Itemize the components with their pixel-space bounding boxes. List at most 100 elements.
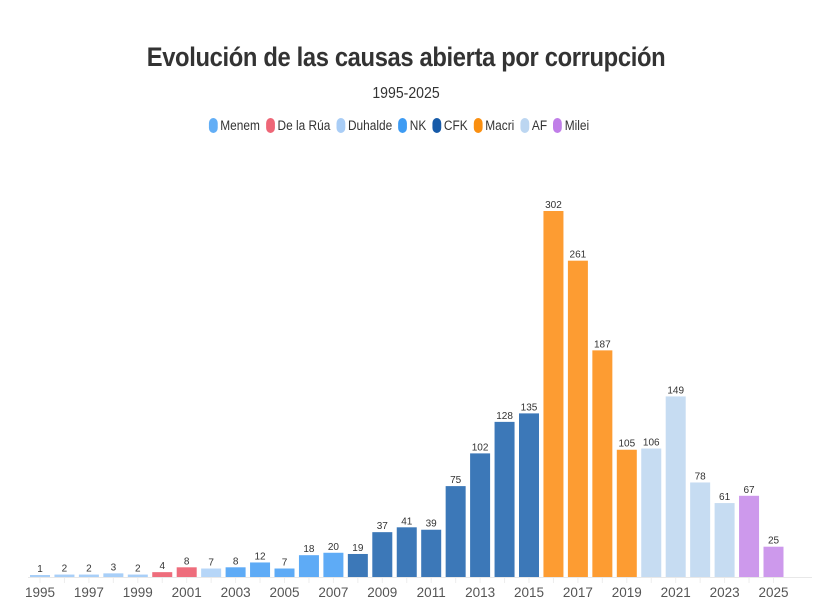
bar-2000[interactable]: [152, 572, 173, 577]
legend-label: Milei: [564, 118, 590, 133]
bar-2010[interactable]: [396, 527, 417, 577]
data-label-2007: 20: [328, 542, 340, 553]
bar-2005[interactable]: [274, 568, 295, 577]
bar-1999[interactable]: [127, 574, 148, 577]
data-label-2024: 67: [743, 485, 755, 496]
data-label-1995: 1: [37, 564, 43, 575]
legend-swatch: [520, 118, 530, 133]
bar-2023[interactable]: [714, 503, 735, 577]
data-label-2023: 61: [719, 492, 731, 503]
data-label-2006: 18: [303, 544, 315, 555]
legend-label: De la Rúa: [277, 118, 331, 133]
bar-2007[interactable]: [323, 552, 344, 577]
x-tick-label-2003: 2003: [221, 585, 251, 600]
chart-title: Evolución de las causas abierta por corr…: [146, 42, 666, 72]
data-label-2009: 37: [377, 521, 389, 532]
legend-item-de-la-rúa[interactable]: De la Rúa: [266, 118, 330, 133]
data-label-1997: 2: [86, 564, 92, 575]
x-tick-label-2009: 2009: [367, 585, 397, 600]
legend-swatch: [432, 118, 442, 133]
legend-item-nk[interactable]: NK: [398, 118, 426, 133]
data-label-2003: 8: [233, 556, 239, 567]
bar-1995[interactable]: [30, 575, 50, 577]
data-label-1996: 2: [62, 564, 68, 575]
legend-item-milei[interactable]: Milei: [553, 118, 589, 133]
legend-label: CFK: [443, 118, 468, 133]
bar-2019[interactable]: [616, 449, 637, 577]
x-tick-label-2019: 2019: [612, 585, 642, 600]
data-label-2022: 78: [695, 471, 707, 482]
legend-swatch: [266, 118, 275, 133]
data-label-2016: 302: [545, 200, 562, 211]
legend-label: Macri: [485, 118, 515, 133]
data-label-2008: 19: [352, 543, 364, 554]
bar-2004[interactable]: [250, 562, 271, 577]
bar-1996[interactable]: [54, 574, 75, 577]
bar-2025[interactable]: [763, 546, 784, 577]
legend-label: NK: [409, 118, 427, 133]
data-label-2015: 135: [521, 402, 538, 413]
bar-2003[interactable]: [225, 567, 246, 577]
bar-2011[interactable]: [421, 529, 442, 577]
bar-2021[interactable]: [665, 396, 686, 577]
data-label-1999: 2: [135, 564, 141, 575]
bar-1998[interactable]: [103, 573, 124, 577]
bar-1997[interactable]: [78, 574, 99, 577]
bar-2022[interactable]: [690, 482, 711, 577]
legend-swatch: [553, 118, 563, 133]
bar-2012[interactable]: [445, 486, 466, 577]
x-tick-label-2021: 2021: [661, 585, 691, 600]
legend-item-macri[interactable]: Macri: [473, 118, 515, 133]
legend: Menem De la Rúa Duhalde NK CFK Macri AF Milei: [48, 118, 750, 133]
x-tick-label-2025: 2025: [758, 585, 788, 600]
x-tick-label-2007: 2007: [318, 585, 348, 600]
bar-2014[interactable]: [494, 421, 515, 577]
x-tick-label-2011: 2011: [417, 585, 446, 600]
legend-swatch: [473, 118, 483, 133]
x-tick-label-2017: 2017: [563, 585, 593, 600]
legend-label: Duhalde: [347, 118, 393, 133]
data-label-2011: 39: [426, 519, 438, 530]
legend-swatch: [208, 118, 218, 133]
bar-2001[interactable]: [176, 567, 197, 577]
legend-item-af[interactable]: AF: [520, 118, 547, 133]
legend-label: Menem: [220, 118, 260, 133]
bar-2009[interactable]: [372, 532, 393, 577]
data-label-2012: 75: [450, 475, 462, 486]
bar-2015[interactable]: [519, 413, 539, 577]
x-tick-label-1999: 1999: [123, 585, 153, 600]
bar-2008[interactable]: [347, 553, 368, 577]
data-label-2021: 149: [667, 385, 684, 396]
data-label-2013: 102: [472, 442, 489, 453]
data-label-2004: 12: [254, 551, 266, 562]
data-label-2019: 105: [618, 439, 635, 450]
x-tick-label-2013: 2013: [465, 585, 495, 600]
legend-item-cfk[interactable]: CFK: [432, 118, 468, 133]
legend-swatch: [336, 118, 346, 133]
bar-2020[interactable]: [641, 448, 662, 577]
legend-swatch: [398, 118, 408, 133]
legend-item-duhalde[interactable]: Duhalde: [336, 118, 393, 133]
bar-2013[interactable]: [470, 453, 491, 577]
bar-2002[interactable]: [201, 568, 222, 577]
data-label-2020: 106: [643, 438, 660, 449]
data-label-2017: 261: [570, 250, 587, 261]
bar-2024[interactable]: [739, 495, 760, 577]
bar-2018[interactable]: [592, 350, 613, 577]
x-axis-labels: 1995 1997 1999 2001 2003 2005 2007 2009 2011 2013…: [25, 585, 789, 600]
x-tick-label-2015: 2015: [514, 585, 544, 600]
bars: [30, 211, 784, 577]
bar-2016[interactable]: [543, 211, 564, 577]
bar-2017[interactable]: [567, 260, 588, 577]
data-label-2005: 7: [282, 558, 288, 569]
x-tick-label-1995: 1995: [25, 585, 55, 600]
data-label-2001: 8: [184, 556, 190, 567]
x-axis-ticks: [39, 578, 774, 583]
bar-2006[interactable]: [298, 555, 319, 577]
legend-item-menem[interactable]: Menem: [208, 118, 260, 133]
data-label-2014: 128: [496, 411, 513, 422]
data-label-1998: 3: [111, 562, 117, 573]
data-label-2025: 25: [768, 536, 780, 547]
